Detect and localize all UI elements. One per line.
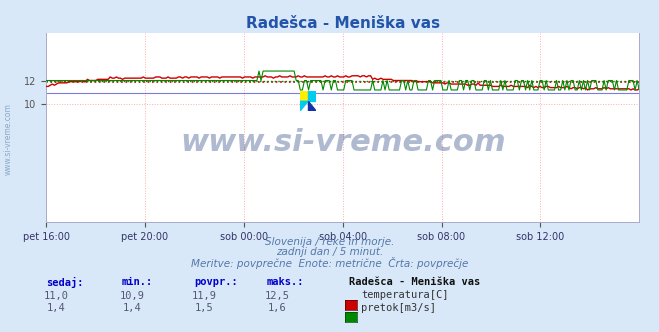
- Text: Radešca - Meniška vas: Radešca - Meniška vas: [349, 277, 480, 287]
- Text: 12,5: 12,5: [264, 290, 289, 300]
- Text: min.:: min.:: [122, 277, 153, 287]
- Polygon shape: [300, 101, 308, 111]
- Title: Radešca - Meniška vas: Radešca - Meniška vas: [246, 16, 440, 31]
- Text: zadnji dan / 5 minut.: zadnji dan / 5 minut.: [276, 247, 383, 257]
- Text: Slovenija / reke in morje.: Slovenija / reke in morje.: [265, 237, 394, 247]
- Text: Meritve: povprečne  Enote: metrične  Črta: povprečje: Meritve: povprečne Enote: metrične Črta:…: [191, 257, 468, 269]
- Text: sedaj:: sedaj:: [46, 277, 84, 288]
- Text: www.si-vreme.com: www.si-vreme.com: [180, 128, 505, 157]
- Text: 1,5: 1,5: [195, 303, 214, 313]
- Text: 11,0: 11,0: [43, 290, 69, 300]
- Text: 10,9: 10,9: [119, 290, 144, 300]
- Text: temperatura[C]: temperatura[C]: [361, 290, 449, 300]
- Text: 1,4: 1,4: [123, 303, 141, 313]
- Text: maks.:: maks.:: [267, 277, 304, 287]
- Text: povpr.:: povpr.:: [194, 277, 238, 287]
- Text: 11,9: 11,9: [192, 290, 217, 300]
- Polygon shape: [308, 101, 316, 111]
- Text: 1,4: 1,4: [47, 303, 65, 313]
- Bar: [308, 91, 316, 101]
- Text: www.si-vreme.com: www.si-vreme.com: [3, 104, 13, 175]
- Text: pretok[m3/s]: pretok[m3/s]: [361, 303, 436, 313]
- Text: 1,6: 1,6: [268, 303, 286, 313]
- Bar: [300, 91, 308, 101]
